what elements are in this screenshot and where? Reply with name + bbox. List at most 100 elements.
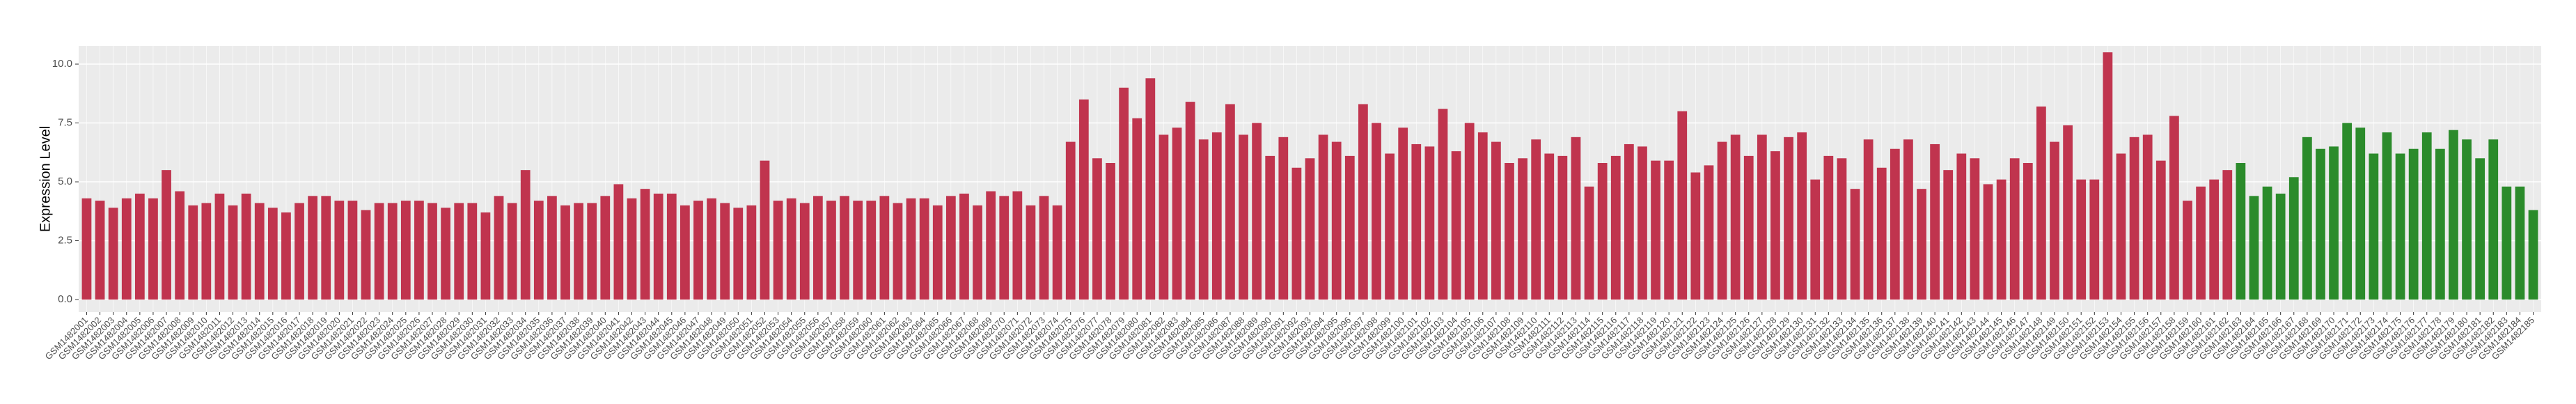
bar <box>267 208 278 300</box>
bar <box>786 198 796 300</box>
bar <box>148 198 158 300</box>
bar <box>1424 146 1435 300</box>
bar <box>1743 155 1754 300</box>
bar <box>1863 139 1874 300</box>
bar <box>2155 160 2166 300</box>
y-axis-label: Expression Level <box>38 126 53 232</box>
bar <box>321 196 331 300</box>
bar <box>175 191 185 300</box>
bar <box>2050 141 2059 300</box>
bar <box>1890 148 1900 300</box>
bar <box>932 205 943 300</box>
bar <box>1145 78 1156 300</box>
bar <box>1039 196 1049 300</box>
bar <box>134 193 145 300</box>
bar <box>1119 87 1129 300</box>
bar <box>1770 151 1780 300</box>
bar <box>653 193 663 300</box>
bar <box>308 196 318 300</box>
bar <box>441 208 450 300</box>
bar <box>720 203 730 300</box>
bar <box>347 201 358 300</box>
bar <box>2129 137 2139 300</box>
bar <box>945 196 956 300</box>
bar <box>919 198 929 300</box>
bar <box>1557 155 1568 300</box>
bar <box>2288 177 2299 300</box>
bar <box>121 198 132 300</box>
bar <box>2408 148 2419 300</box>
bar <box>1252 123 1262 300</box>
bar <box>1531 139 1541 300</box>
bar <box>214 193 225 300</box>
bar <box>294 203 304 300</box>
bar <box>1956 153 1967 300</box>
bar <box>2355 127 2366 300</box>
bar <box>1411 143 1422 300</box>
bar <box>427 203 437 300</box>
bar <box>812 196 823 300</box>
bar <box>1438 109 1448 300</box>
bar <box>1398 127 1408 300</box>
bar <box>1159 134 1169 300</box>
bar <box>361 210 371 300</box>
bar <box>1730 134 1741 300</box>
bar <box>494 196 504 300</box>
bar <box>1372 123 1381 300</box>
bar <box>799 203 810 300</box>
bar <box>1610 155 1621 300</box>
bar <box>2076 179 2087 300</box>
bar <box>1943 170 1954 300</box>
bar <box>334 201 345 300</box>
bar <box>574 203 583 300</box>
bar <box>1491 141 1501 300</box>
bar <box>201 203 212 300</box>
bar <box>1823 155 1834 300</box>
bar <box>454 203 464 300</box>
bar <box>1917 189 1926 300</box>
bar <box>2462 139 2472 300</box>
bar <box>1810 179 1821 300</box>
bar <box>1132 118 1142 300</box>
bar <box>1185 102 1195 300</box>
bar <box>1797 132 1807 300</box>
bar <box>1677 111 1688 300</box>
bar <box>1477 132 1488 300</box>
y-tick-label: 10.0 <box>52 58 72 70</box>
bar <box>1850 189 1860 300</box>
bar <box>2196 186 2206 300</box>
bar <box>2528 210 2538 300</box>
bar <box>760 160 770 300</box>
bar <box>1930 143 1940 300</box>
bar <box>228 205 238 300</box>
bar <box>2103 52 2113 300</box>
bar <box>2369 153 2379 300</box>
bar <box>560 205 570 300</box>
bar <box>1903 139 1913 300</box>
bar <box>1012 191 1023 300</box>
y-tick-label: 7.5 <box>58 117 72 129</box>
bar <box>1970 158 1980 300</box>
bar <box>986 191 996 300</box>
bar <box>533 201 544 300</box>
bar <box>2502 186 2512 300</box>
bar <box>600 196 611 300</box>
bar <box>241 193 251 300</box>
bar <box>853 201 863 300</box>
bar <box>1464 123 1475 300</box>
bar <box>520 170 531 300</box>
bar <box>613 184 624 300</box>
bar <box>480 212 491 300</box>
bar <box>707 198 716 300</box>
bar <box>188 205 198 300</box>
bar <box>866 201 877 300</box>
bar <box>666 193 677 300</box>
bar <box>1385 153 1395 300</box>
bar <box>1278 137 1289 300</box>
bar <box>2475 158 2485 300</box>
bar <box>2435 148 2445 300</box>
bar <box>1571 137 1581 300</box>
bar <box>1704 165 1714 300</box>
bar <box>973 205 982 300</box>
